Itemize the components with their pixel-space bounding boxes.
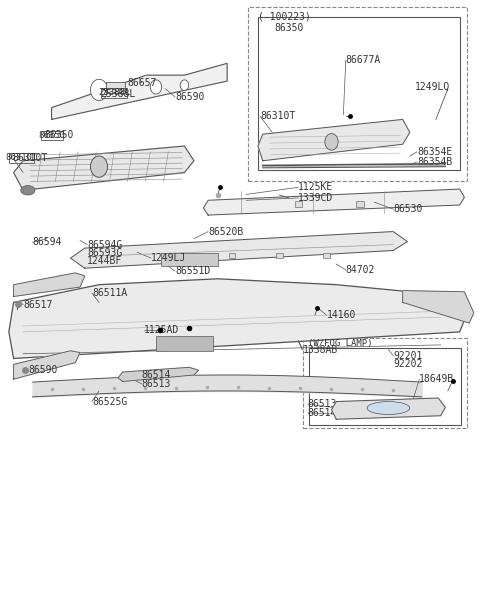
Text: 86310T: 86310T (12, 153, 48, 163)
Text: 86354B: 86354B (417, 157, 452, 167)
Text: 18649B: 18649B (420, 374, 455, 384)
Polygon shape (13, 273, 85, 296)
Bar (41, 130, 63, 140)
Bar (101, 88, 128, 98)
Circle shape (90, 156, 108, 177)
Ellipse shape (21, 186, 35, 195)
Bar (228, 253, 235, 258)
Bar (258, 17, 460, 170)
Polygon shape (403, 291, 474, 323)
Text: 86310T: 86310T (260, 111, 296, 122)
Polygon shape (332, 398, 445, 419)
Text: 86594: 86594 (33, 237, 62, 247)
Text: 86517: 86517 (23, 300, 52, 310)
Circle shape (150, 80, 162, 94)
Polygon shape (204, 189, 464, 215)
Circle shape (325, 133, 338, 150)
Text: 86514: 86514 (308, 408, 337, 418)
Text: 1244BF: 1244BF (87, 256, 122, 266)
Bar (309, 348, 461, 425)
Text: 86520B: 86520B (208, 227, 243, 237)
Bar (106, 82, 125, 93)
Bar (295, 201, 302, 207)
Text: 86594G: 86594G (87, 240, 122, 250)
Text: 1339CD: 1339CD (298, 193, 334, 203)
Polygon shape (13, 146, 194, 190)
Bar (161, 253, 217, 266)
Text: 84702: 84702 (346, 265, 375, 275)
Text: 86590: 86590 (175, 92, 204, 102)
Text: 86350: 86350 (45, 130, 74, 141)
Circle shape (90, 79, 108, 101)
Text: 86350: 86350 (38, 131, 65, 140)
Text: 86551D: 86551D (175, 266, 210, 276)
Text: 92202: 92202 (393, 359, 422, 369)
Bar (276, 253, 283, 258)
Text: (W/FOG LAMP): (W/FOG LAMP) (308, 339, 372, 348)
Text: 86590: 86590 (29, 365, 58, 375)
Text: 25388L: 25388L (98, 88, 131, 97)
Polygon shape (9, 279, 464, 359)
Ellipse shape (367, 401, 410, 415)
Text: 14160: 14160 (327, 310, 356, 320)
Text: 86354E: 86354E (417, 147, 452, 157)
Bar (324, 253, 330, 258)
Text: 86657: 86657 (127, 78, 156, 88)
Text: 86530: 86530 (393, 204, 422, 214)
Text: 1125KE: 1125KE (298, 182, 334, 192)
Text: 1125AD: 1125AD (144, 325, 180, 335)
Polygon shape (258, 119, 410, 161)
Bar (303, 338, 467, 428)
Polygon shape (71, 232, 408, 268)
Text: 1249LQ: 1249LQ (415, 82, 450, 92)
Text: (-100223): (-100223) (258, 11, 311, 21)
Text: 86513: 86513 (308, 399, 337, 409)
Text: 86513: 86513 (142, 379, 171, 389)
Text: 86593G: 86593G (87, 248, 122, 258)
Bar (356, 201, 364, 207)
Polygon shape (13, 351, 80, 379)
Text: 1249LJ: 1249LJ (151, 253, 186, 263)
Polygon shape (118, 367, 199, 381)
Circle shape (180, 80, 189, 91)
Bar (9, 153, 34, 162)
Bar (249, 7, 467, 181)
Polygon shape (51, 63, 227, 119)
Text: 25388L: 25388L (100, 89, 136, 99)
Text: 86511A: 86511A (92, 288, 127, 298)
Text: 86677A: 86677A (346, 55, 381, 65)
Text: 86525G: 86525G (92, 397, 127, 407)
Text: 86310T: 86310T (5, 154, 37, 162)
Text: 86514: 86514 (142, 370, 171, 380)
Bar (156, 336, 213, 351)
Text: 92201: 92201 (393, 350, 422, 361)
Text: 1338AB: 1338AB (303, 345, 338, 355)
Text: 86350: 86350 (274, 23, 303, 33)
